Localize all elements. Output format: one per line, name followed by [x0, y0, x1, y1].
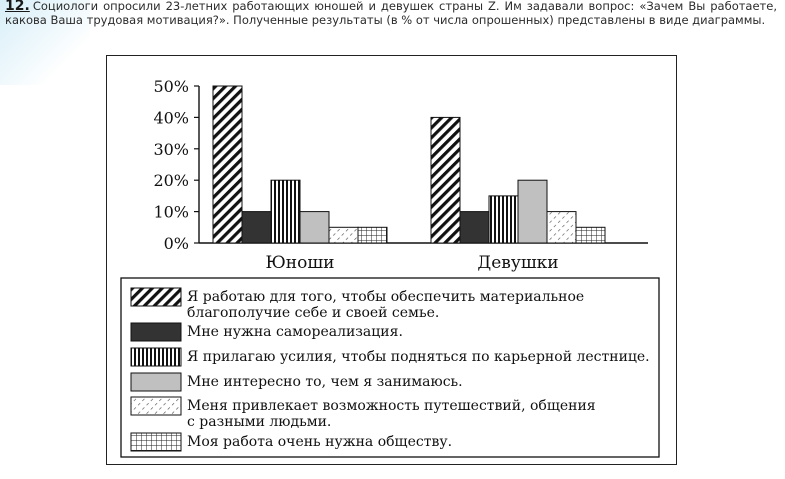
- bar-2-4: [517, 179, 548, 244]
- y-tick-label: 50%: [153, 77, 189, 96]
- y-tick-label: 0%: [164, 234, 189, 253]
- legend-label-3: Я прилагаю усилия, чтобы подняться по ка…: [187, 349, 650, 365]
- bar-1-1: [212, 85, 243, 244]
- chart-frame: [106, 55, 677, 465]
- y-tick-label: 20%: [153, 171, 189, 190]
- bar-1-4: [299, 211, 330, 244]
- y-tick-label: 30%: [153, 140, 189, 159]
- corner-decoration: [0, 0, 90, 85]
- bar-2-3: [488, 195, 519, 244]
- bar-1-5: [328, 226, 359, 244]
- category-label: Девушки: [477, 253, 558, 273]
- legend-swatch-5: [130, 396, 182, 416]
- bar-1-2: [241, 211, 272, 244]
- legend-label-1: Я работаю для того, чтобы обеспечить мат…: [187, 289, 584, 321]
- bar-2-5: [546, 211, 577, 244]
- bar-chart: 50% 40% 30% 20% 10% 0% Юноши Девушки Я работаю…: [120, 77, 660, 458]
- legend-swatch-4: [130, 372, 182, 392]
- bar-2-1: [430, 116, 461, 244]
- legend-label-5: Меня привлекает возможность путешествий,…: [187, 398, 596, 430]
- legend-swatch-6: [130, 432, 182, 452]
- question-text: Социологи опросили 23-летних работающих …: [5, 0, 777, 27]
- bar-1-6: [357, 226, 388, 244]
- legend-layer: Я работаю для того, чтобы обеспечить мат…: [120, 277, 660, 458]
- legend-label-6: Моя работа очень нужна обществу.: [187, 434, 452, 450]
- y-tick-label: 40%: [153, 108, 189, 127]
- category-label: Юноши: [266, 253, 335, 273]
- legend-swatch-3: [130, 347, 182, 367]
- bar-1-3: [270, 179, 301, 244]
- axis-layer: 50% 40% 30% 20% 10% 0%: [153, 77, 648, 253]
- legend-swatch-1: [130, 287, 182, 307]
- question-number: 12.: [5, 0, 30, 14]
- legend-box: [120, 277, 660, 458]
- bar-2-2: [459, 211, 490, 244]
- question-text-block: 12. Социологи опросили 23-летних работающ…: [5, 0, 777, 27]
- legend-label-4: Мне интересно то, чем я занимаюсь.: [187, 374, 463, 390]
- bar-2-6: [575, 226, 606, 244]
- y-tick-label: 10%: [153, 203, 189, 222]
- legend-swatch-2: [130, 322, 182, 342]
- legend-label-2: Мне нужна самореализация.: [187, 324, 403, 340]
- bars-layer: Юноши Девушки: [212, 85, 606, 273]
